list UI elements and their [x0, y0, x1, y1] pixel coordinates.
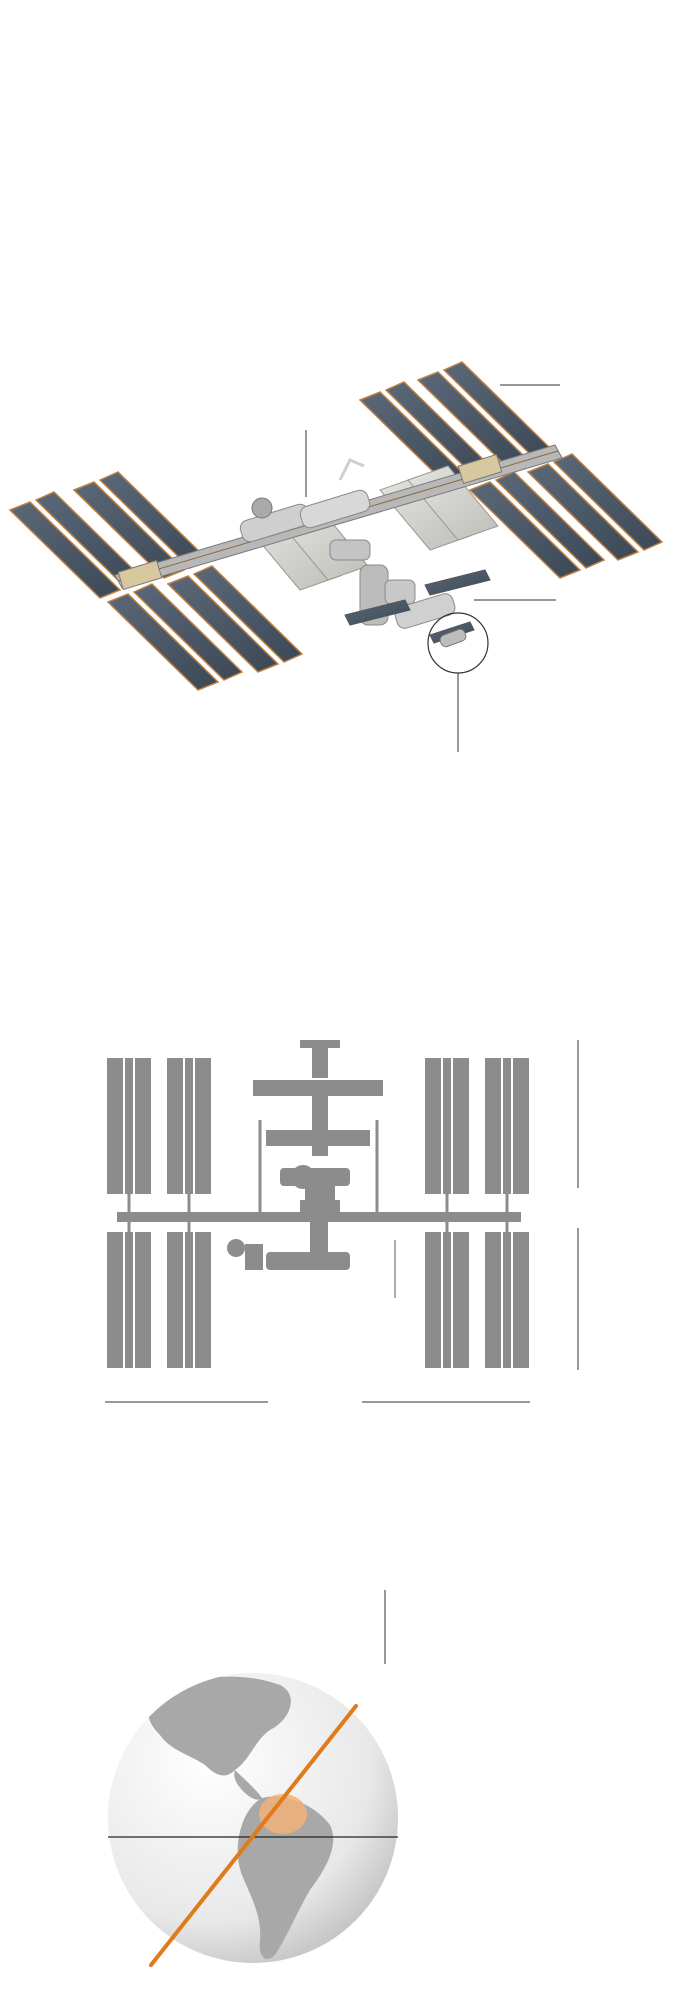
schematic-solar-arrays-bottom — [107, 1232, 529, 1368]
docked-spacecraft — [439, 628, 467, 648]
iss-3d-render-icon — [8, 361, 664, 752]
earth-globe-icon — [108, 1590, 398, 1967]
schematic-masts — [127, 1120, 509, 1232]
iss-schematic-section — [0, 1020, 690, 1440]
solar-array-left-back — [8, 471, 210, 599]
globe-section — [0, 1560, 690, 1990]
schematic-main-truss — [117, 1212, 521, 1222]
solar-array-right-front — [468, 453, 664, 579]
schematic-array-strips — [123, 1058, 513, 1368]
schematic-central-stack — [227, 1040, 383, 1270]
schematic-solar-arrays-top — [107, 1058, 529, 1194]
solar-array-left-front — [106, 565, 304, 691]
iss-render-section — [0, 340, 690, 780]
highlight-region — [259, 1794, 307, 1834]
orbit-ground-track — [149, 1704, 358, 1967]
iss-schematic-icon — [105, 1040, 579, 1403]
